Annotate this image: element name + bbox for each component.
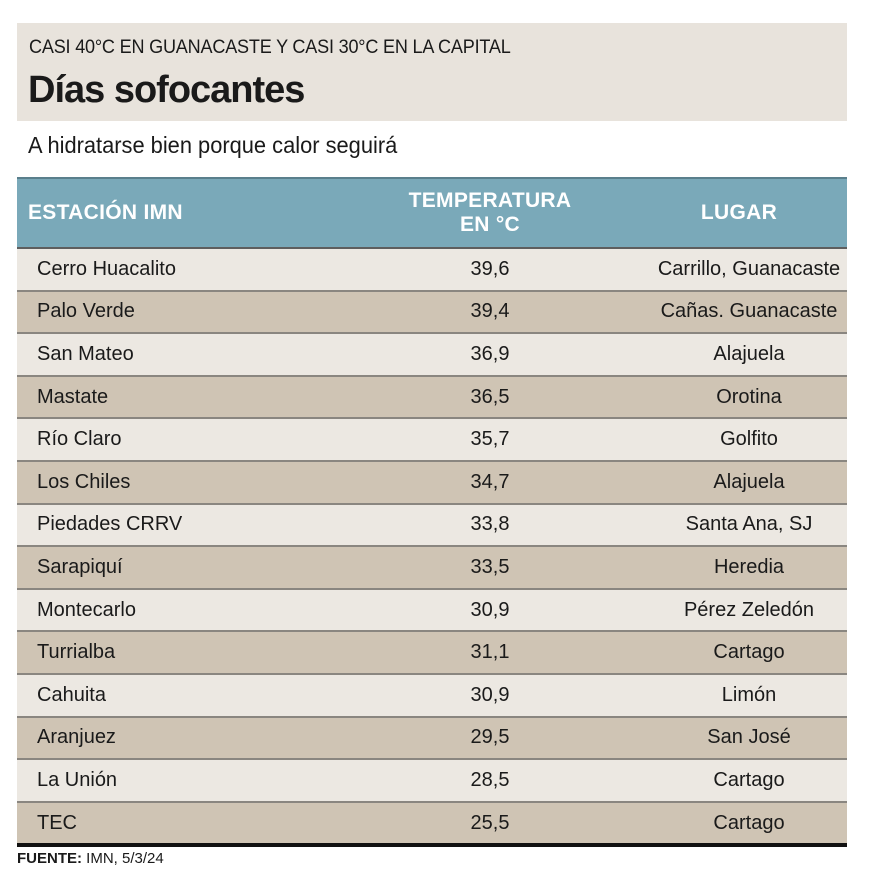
place-cell: Pérez Zeledón bbox=[631, 588, 847, 633]
table-row: Sarapiquí 33,5 Heredia bbox=[17, 546, 847, 590]
station-cell: Mastate bbox=[17, 375, 349, 420]
temperature-cell: 30,9 bbox=[349, 673, 631, 718]
table-row: Piedades CRRV 33,8 Santa Ana, SJ bbox=[17, 503, 847, 548]
temperature-cell: 39,4 bbox=[349, 290, 631, 335]
table-header-row: ESTACIÓN IMN TEMPERATURA EN °C LUGAR bbox=[17, 178, 847, 249]
temperature-cell: 31,1 bbox=[349, 631, 631, 675]
table-row: La Unión 28,5 Cartago bbox=[17, 759, 847, 803]
column-header-place: LUGAR bbox=[631, 178, 847, 249]
temperature-cell: 28,5 bbox=[349, 759, 631, 803]
place-cell: Orotina bbox=[631, 375, 847, 420]
column-header-temperature: TEMPERATURA EN °C bbox=[349, 178, 631, 249]
station-cell: San Mateo bbox=[17, 333, 349, 377]
temperature-cell: 30,9 bbox=[349, 588, 631, 633]
table-row: TEC 25,5 Cartago bbox=[17, 801, 847, 848]
temperature-cell: 29,5 bbox=[349, 716, 631, 761]
place-cell: Heredia bbox=[631, 546, 847, 590]
station-cell: Turrialba bbox=[17, 631, 349, 675]
place-cell: Golfito bbox=[631, 418, 847, 462]
table-row: Mastate 36,5 Orotina bbox=[17, 375, 847, 420]
place-cell: Carrillo, Guanacaste bbox=[631, 248, 847, 292]
place-cell: San José bbox=[631, 716, 847, 761]
place-cell: Cartago bbox=[631, 759, 847, 803]
station-cell: Montecarlo bbox=[17, 588, 349, 633]
place-cell: Cartago bbox=[631, 801, 847, 848]
station-cell: Cerro Huacalito bbox=[17, 248, 349, 292]
place-cell: Cartago bbox=[631, 631, 847, 675]
table-row: Los Chiles 34,7 Alajuela bbox=[17, 460, 847, 505]
table-row: Aranjuez 29,5 San José bbox=[17, 716, 847, 761]
subtitle: A hidratarse bien porque calor seguirá bbox=[28, 132, 398, 158]
station-cell: Palo Verde bbox=[17, 290, 349, 335]
table-row: San Mateo 36,9 Alajuela bbox=[17, 333, 847, 377]
page-title: Días sofocantes bbox=[28, 69, 305, 111]
title-banner: CASI 40°C EN GUANACASTE Y CASI 30°C EN L… bbox=[17, 23, 847, 121]
station-cell: Cahuita bbox=[17, 673, 349, 718]
temperature-table: ESTACIÓN IMN TEMPERATURA EN °C LUGAR Cerr… bbox=[17, 177, 847, 848]
source-note: FUENTE: IMN, 5/3/24 bbox=[17, 850, 164, 867]
temperature-cell: 39,6 bbox=[349, 248, 631, 292]
kicker: CASI 40°C EN GUANACASTE Y CASI 30°C EN L… bbox=[29, 37, 511, 58]
temperature-cell: 25,5 bbox=[349, 801, 631, 848]
station-cell: Los Chiles bbox=[17, 460, 349, 505]
table-row: Cerro Huacalito 39,6 Carrillo, Guanacaste bbox=[17, 248, 847, 292]
temperature-cell: 35,7 bbox=[349, 418, 631, 462]
station-cell: TEC bbox=[17, 801, 349, 848]
temperature-cell: 36,5 bbox=[349, 375, 631, 420]
station-cell: Río Claro bbox=[17, 418, 349, 462]
station-cell: Piedades CRRV bbox=[17, 503, 349, 548]
table-row: Cahuita 30,9 Limón bbox=[17, 673, 847, 718]
station-cell: Sarapiquí bbox=[17, 546, 349, 590]
place-cell: Cañas. Guanacaste bbox=[631, 290, 847, 335]
temperature-cell: 36,9 bbox=[349, 333, 631, 377]
place-cell: Alajuela bbox=[631, 460, 847, 505]
column-header-temperature-line1: TEMPERATURA bbox=[408, 189, 572, 212]
temperature-cell: 33,5 bbox=[349, 546, 631, 590]
station-cell: La Unión bbox=[17, 759, 349, 803]
temperature-cell: 33,8 bbox=[349, 503, 631, 548]
place-cell: Limón bbox=[631, 673, 847, 718]
source-label: FUENTE: bbox=[17, 850, 82, 867]
column-header-temperature-line2: EN °C bbox=[459, 213, 521, 236]
place-cell: Santa Ana, SJ bbox=[631, 503, 847, 548]
table-row: Turrialba 31,1 Cartago bbox=[17, 631, 847, 675]
source-text: IMN, 5/3/24 bbox=[82, 850, 164, 867]
table-row: Montecarlo 30,9 Pérez Zeledón bbox=[17, 588, 847, 633]
column-header-station: ESTACIÓN IMN bbox=[17, 178, 349, 249]
table-row: Río Claro 35,7 Golfito bbox=[17, 418, 847, 462]
table-row: Palo Verde 39,4 Cañas. Guanacaste bbox=[17, 290, 847, 335]
station-cell: Aranjuez bbox=[17, 716, 349, 761]
place-cell: Alajuela bbox=[631, 333, 847, 377]
temperature-cell: 34,7 bbox=[349, 460, 631, 505]
